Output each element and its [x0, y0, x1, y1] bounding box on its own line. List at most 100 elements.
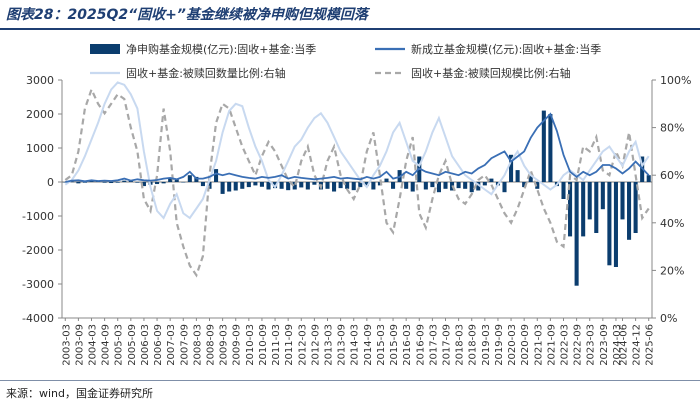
x-tick-label: 2025-06: [645, 324, 656, 366]
x-tick-label: 2022-03: [560, 324, 571, 366]
source-note: 来源：wind，国金证券研究所: [6, 387, 154, 400]
bar-net-subscription: [286, 182, 291, 191]
bar-net-subscription: [266, 182, 271, 190]
bar-net-subscription: [627, 182, 632, 240]
bar-net-subscription: [371, 182, 376, 190]
bar-net-subscription: [312, 182, 317, 185]
left-tick-label: 0: [47, 176, 54, 189]
legend-label: 净申购基金规模(亿元):固收+基金:当季: [126, 42, 316, 56]
x-tick-label: 2014-09: [363, 324, 374, 366]
bar-net-subscription: [620, 182, 625, 220]
bar-net-subscription: [200, 182, 205, 187]
bar-net-subscription: [600, 182, 605, 210]
x-tick-label: 2003-09: [74, 324, 85, 366]
bar-net-subscription: [482, 182, 487, 186]
bar-net-subscription: [587, 182, 592, 220]
chart: -4000 -3000 -2000 -1000 0 1000 2000 3000 0% 20% 40…: [22, 42, 691, 366]
bar-net-subscription: [581, 182, 586, 237]
title-rule: [0, 28, 700, 30]
x-tick-label: 2006-03: [140, 324, 151, 366]
bar-net-subscription: [253, 182, 258, 186]
bar-net-subscription: [515, 170, 520, 182]
x-tick-label: 2023-03: [586, 324, 597, 366]
legend-label: 固收+基金:被赎回数量比例:右轴: [126, 66, 286, 80]
x-tick-label: 2005-09: [127, 324, 138, 366]
bar-net-subscription: [233, 182, 238, 191]
x-tick-label: 2024-03: [612, 324, 623, 366]
bar-net-subscription: [646, 175, 651, 182]
bar-net-subscription: [299, 182, 304, 188]
x-tick-label: 2013-09: [337, 324, 348, 366]
x-tick-label: 2014-03: [350, 324, 361, 366]
x-tick-label: 2012-03: [297, 324, 308, 366]
bar-net-subscription: [109, 182, 114, 184]
x-tick-label: 2008-03: [192, 324, 203, 366]
x-tick-label: 2015-09: [389, 324, 400, 366]
bar-net-subscription: [430, 182, 435, 188]
x-tick-label: 2010-09: [258, 324, 269, 366]
bar-net-subscription: [528, 175, 533, 182]
x-tick-label: 2004-09: [101, 324, 112, 366]
x-tick-label: 2017-03: [428, 324, 439, 366]
bar-net-subscription: [469, 182, 474, 193]
left-tick-label: 1000: [26, 142, 54, 155]
x-tick-label: 2016-03: [402, 324, 413, 366]
x-tick-label: 2016-09: [415, 324, 426, 366]
bar-net-subscription: [594, 182, 599, 233]
bar-net-subscription: [246, 182, 251, 188]
x-tick-label: 2004-03: [88, 324, 99, 366]
line-new-fund-scale: [65, 112, 650, 183]
bar-net-subscription: [332, 182, 337, 192]
x-tick-label: 2018-09: [468, 324, 479, 366]
bar-net-subscription: [423, 182, 428, 190]
footer-rule: [0, 380, 700, 381]
right-tick-label: 60%: [660, 169, 684, 182]
x-tick-label: 2007-03: [166, 324, 177, 366]
right-tick-label: 0%: [660, 312, 677, 325]
x-tick-label: 2015-03: [376, 324, 387, 366]
bar-net-subscription: [522, 182, 527, 188]
left-tick-label: -3000: [22, 278, 54, 291]
bar-net-subscription: [404, 182, 409, 189]
x-tick-label: 2024-12: [632, 324, 643, 366]
bar-net-subscription: [273, 182, 278, 189]
bar-net-subscription: [391, 182, 396, 189]
bar-net-subscription: [509, 154, 514, 182]
bar-net-subscription: [548, 114, 553, 182]
x-tick-label: 2013-03: [324, 324, 335, 366]
bar-net-subscription: [69, 181, 74, 183]
bar-net-subscription: [463, 182, 468, 189]
bar-net-subscription: [364, 182, 369, 187]
bar-net-subscription: [161, 182, 166, 184]
left-tick-label: 3000: [26, 74, 54, 87]
bar-net-subscription: [187, 175, 192, 182]
right-tick-label: 40%: [660, 217, 684, 230]
x-tick-label: 2020-09: [520, 324, 531, 366]
bar-net-subscription: [436, 182, 441, 193]
x-tick-label: 2003-03: [61, 324, 72, 366]
x-tick-label: 2019-03: [481, 324, 492, 366]
legend-label: 固收+基金:被赎回规模比例:右轴: [411, 66, 571, 80]
bar-net-subscription: [535, 182, 540, 189]
bar-net-subscription: [141, 182, 146, 187]
bar-net-subscription: [502, 182, 507, 193]
bar-net-subscription: [456, 182, 461, 189]
bar-net-subscription: [574, 182, 579, 286]
bar-net-subscription: [279, 182, 284, 189]
bar-net-subscription: [220, 182, 225, 194]
bar-net-subscription: [568, 182, 573, 237]
bar-net-subscription: [305, 182, 310, 190]
line-redemption-count-ratio: [64, 81, 650, 220]
chart-title: 图表28：2025Q2“固收+”基金继续被净申购但规模回落: [6, 7, 368, 23]
bar-net-subscription: [181, 182, 186, 183]
bar-net-subscription: [476, 182, 481, 191]
bar-net-subscription: [541, 110, 546, 182]
bar-net-subscription: [338, 182, 343, 189]
x-tick-label: 2009-03: [219, 324, 230, 366]
x-tick-label: 2005-03: [114, 324, 125, 366]
bar-net-subscription: [633, 182, 638, 233]
x-tick-label: 2008-09: [206, 324, 217, 366]
bar-net-subscription: [76, 182, 81, 184]
x-tick-label: 2019-09: [494, 324, 505, 366]
x-tick-label: 2007-09: [179, 324, 190, 366]
